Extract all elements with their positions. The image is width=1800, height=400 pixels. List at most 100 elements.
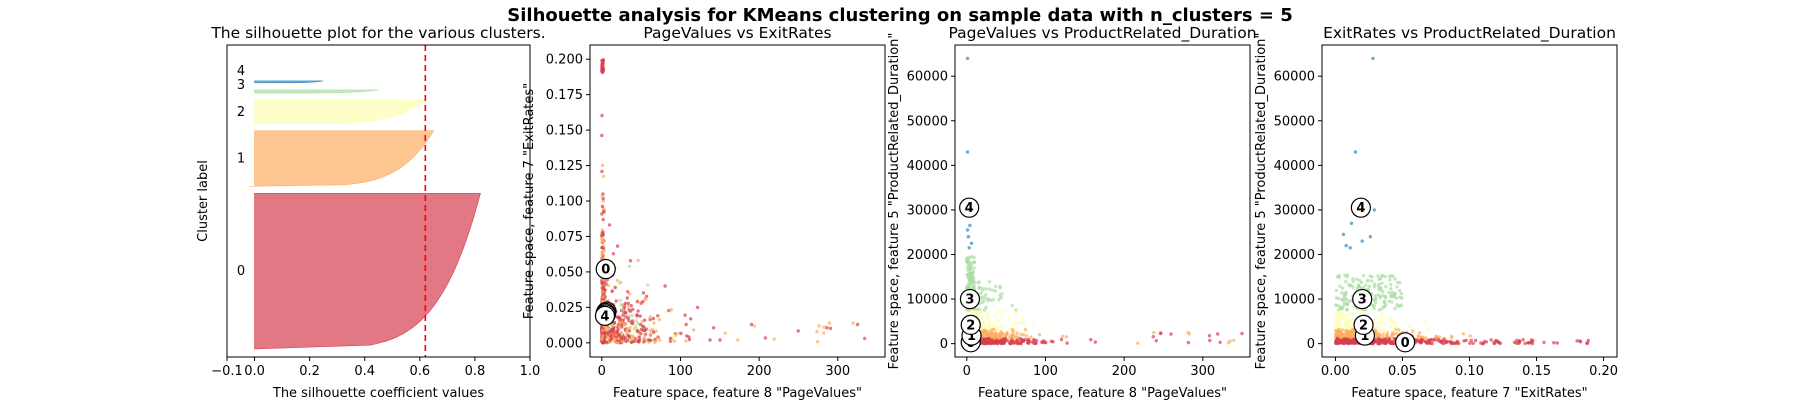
- scatter-point: [1372, 284, 1377, 289]
- scatter-point: [1345, 308, 1349, 312]
- scatter-point: [610, 289, 614, 293]
- scatter-point: [1338, 284, 1342, 288]
- subplot-4: 0 12 3 4 0.00 0.05 0.10 0.15 0.20 0 10000 20000 3000…: [1254, 24, 1618, 400]
- scatter-point: [1431, 338, 1435, 342]
- scatter-point: [1335, 331, 1339, 335]
- scatter-point: [623, 336, 627, 340]
- scatter-point: [1232, 338, 1236, 343]
- scatter-point: [1340, 328, 1345, 332]
- scatter-point: [1008, 335, 1012, 339]
- scatter-point: [1013, 321, 1017, 325]
- scatter-point: [1334, 312, 1338, 316]
- scatter-point: [1374, 301, 1378, 305]
- subplot-1: 0 1 2 34 −0.1 0.0 0.2 0.4 0.6 0.8 1.0 The silhouett…: [196, 24, 546, 400]
- center-label: 3: [1358, 293, 1367, 308]
- figure-suptitle: Silhouette analysis for KMeans clusterin…: [507, 5, 1293, 26]
- scatter-point: [1017, 322, 1021, 326]
- scatter-point: [1064, 335, 1069, 339]
- scatter-point: [1348, 341, 1352, 345]
- scatter-point: [1008, 327, 1012, 331]
- scatter-point: [968, 223, 972, 228]
- scatter-point: [1521, 338, 1525, 342]
- scatter-point: [1350, 311, 1354, 315]
- y-tick-label: 40000: [907, 159, 948, 174]
- scatter-point: [1208, 338, 1212, 343]
- scatter-point: [763, 336, 768, 340]
- x-axis-label: Feature space, feature 8 "PageValues": [613, 386, 862, 400]
- scatter-point: [626, 339, 630, 343]
- center-marker: [960, 314, 981, 336]
- scatter-point: [993, 336, 997, 340]
- scatter-point: [1002, 338, 1006, 342]
- scatter-point: [656, 335, 660, 339]
- x-tick-label: 200: [1112, 364, 1137, 379]
- silhouette-cluster-label: 0: [237, 264, 245, 279]
- scatter-point: [815, 329, 819, 334]
- y-tick-label: 0.050: [546, 265, 583, 280]
- scatter-point: [1585, 341, 1590, 345]
- scatter-point: [1351, 285, 1355, 289]
- scatter-point: [1032, 337, 1036, 342]
- scatter-point: [1394, 331, 1398, 336]
- scatter-point: [625, 330, 629, 334]
- scatter-point: [602, 207, 606, 211]
- scatter-point: [987, 336, 991, 341]
- scatter-point: [1032, 323, 1036, 327]
- center-label: 0: [1401, 336, 1410, 351]
- scatter-point: [648, 315, 652, 319]
- scatter-point: [616, 333, 621, 338]
- scatter-point: [1015, 341, 1019, 345]
- scatter-point: [1586, 338, 1591, 343]
- scatter-point: [1526, 341, 1531, 345]
- x-tick-label: 300: [1190, 364, 1215, 379]
- scatter-point: [1363, 308, 1368, 312]
- scatter-point: [997, 332, 1002, 336]
- scatter-point: [968, 267, 972, 271]
- scatter-point: [997, 319, 1001, 323]
- scatter-point: [656, 314, 660, 318]
- scatter-point: [1378, 328, 1383, 332]
- scatter-point: [638, 314, 642, 318]
- y-tick-label: 30000: [1274, 203, 1315, 218]
- scatter-point: [988, 326, 992, 331]
- silhouette-cluster-0: [254, 192, 481, 350]
- y-tick-label: 0.200: [546, 53, 583, 68]
- scatter-point: [615, 244, 620, 248]
- scatter-point: [1187, 332, 1192, 336]
- scatter-point: [634, 325, 638, 329]
- scatter-point: [981, 299, 986, 303]
- scatter-point: [987, 280, 992, 284]
- scatter-point: [1449, 341, 1454, 346]
- scatter-point: [1047, 326, 1051, 330]
- scatter-point: [1216, 332, 1220, 336]
- y-tick-label: 50000: [907, 114, 948, 129]
- scatter-point: [993, 289, 998, 293]
- scatter-point: [621, 313, 625, 317]
- scatter-point: [1393, 277, 1397, 281]
- scatter-point: [1351, 277, 1355, 281]
- scatter-point: [625, 326, 629, 331]
- scatter-point: [1381, 338, 1385, 342]
- scatter-point: [1395, 285, 1399, 289]
- scatter-point: [1514, 341, 1519, 345]
- scatter-point: [616, 315, 620, 319]
- scatter-point: [601, 295, 605, 299]
- scatter-point: [1346, 317, 1350, 322]
- scatter-point: [1010, 324, 1015, 328]
- scatter-point: [1340, 286, 1345, 290]
- scatter-point: [1397, 328, 1401, 332]
- scatter-point: [639, 332, 643, 336]
- scatter-point: [1340, 312, 1344, 316]
- y-tick-label: 0.000: [546, 336, 583, 351]
- scatter-point: [620, 339, 625, 343]
- scatter-point: [1387, 299, 1391, 303]
- scatter-point: [1390, 333, 1395, 338]
- scatter-point: [1028, 340, 1032, 344]
- scatter-point: [1020, 320, 1024, 325]
- scatter-point: [1407, 324, 1411, 328]
- cluster-center-4: 4: [1350, 197, 1371, 218]
- scatter-point: [1013, 327, 1018, 331]
- scatter-point: [600, 133, 604, 138]
- scatter-point: [1390, 300, 1394, 304]
- scatter-point: [1395, 303, 1399, 307]
